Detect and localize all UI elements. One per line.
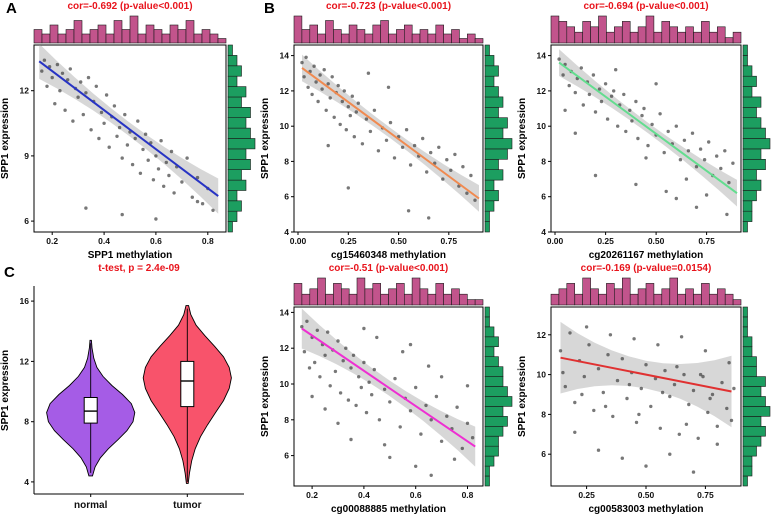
panel-b1-cg15460348-scatter: cor=-0.723 (p-value<0.001) SPP1 expressi…	[260, 0, 515, 262]
svg-text:10: 10	[280, 379, 290, 389]
svg-text:12: 12	[280, 343, 290, 353]
panel-b4-correlation-title: cor=-0.169 (p-value=0.0154)	[580, 263, 712, 274]
panel-a-scatter-plot: 0.2 0.4 0.6 0.8 6 9 12	[20, 15, 256, 246]
svg-text:6: 6	[24, 216, 29, 226]
svg-text:6: 6	[284, 451, 289, 461]
svg-text:0.25: 0.25	[597, 236, 614, 246]
svg-text:6: 6	[541, 192, 546, 202]
svg-text:12: 12	[537, 330, 547, 340]
svg-text:0.6: 0.6	[150, 236, 162, 246]
svg-text:4: 4	[284, 227, 289, 237]
svg-text:0.50: 0.50	[638, 490, 655, 500]
svg-text:0.2: 0.2	[46, 236, 58, 246]
svg-text:0.25: 0.25	[578, 490, 595, 500]
panel-c-violin-plot: 4 8 12 16 normal tumor	[20, 286, 244, 511]
svg-text:0.75: 0.75	[698, 236, 715, 246]
svg-text:0.75: 0.75	[697, 490, 714, 500]
panel-a-x-axis-label: SPP1 methylation	[87, 250, 173, 261]
svg-text:0.50: 0.50	[390, 236, 407, 246]
svg-text:14: 14	[537, 51, 547, 61]
svg-text:12: 12	[280, 86, 290, 96]
svg-text:12: 12	[20, 356, 30, 366]
svg-text:0.8: 0.8	[202, 236, 214, 246]
panel-letter-b: B	[264, 0, 275, 17]
panel-a-correlation-title: cor=-0.692 (p-value<0.001)	[67, 1, 193, 12]
svg-text:0.50: 0.50	[648, 236, 665, 246]
svg-text:0.75: 0.75	[441, 236, 458, 246]
svg-text:12: 12	[537, 86, 547, 96]
panel-b2-correlation-title: cor=-0.694 (p-value<0.001)	[583, 1, 709, 12]
svg-text:4: 4	[24, 477, 29, 487]
svg-text:normal: normal	[74, 500, 108, 511]
svg-text:8: 8	[24, 417, 29, 427]
panel-b3-scatter-plot: 0.2 0.4 0.6 0.8 6 8 10 12 14	[280, 277, 513, 500]
svg-text:0.4: 0.4	[358, 490, 370, 500]
panel-c-ttest-title: t-test, p = 2.4e-09	[98, 263, 180, 274]
panel-b3-cg00088885-scatter: cor=-0.51 (p-value<0.001) SPP1 expressio…	[260, 262, 515, 516]
panel-a-spp1-methylation-scatter: cor=-0.692 (p-value<0.001) SPP1 expressi…	[0, 0, 258, 262]
panel-c-violin: t-test, p = 2.4e-09 SPP1 expression 4 8 12…	[0, 262, 256, 516]
panel-b1-scatter-plot: 0.00 0.25 0.50 0.75 4 6 8 10 12 14	[280, 15, 513, 246]
panel-b4-x-axis-label: cg00583003 methylation	[588, 504, 704, 515]
svg-text:8: 8	[284, 156, 289, 166]
svg-text:10: 10	[537, 121, 547, 131]
panel-b2-x-axis-label: cg20261167 methylation	[588, 250, 704, 261]
svg-text:0.4: 0.4	[98, 236, 110, 246]
panel-b4-scatter-plot: 0.25 0.50 0.75 6 8 10 12	[537, 277, 771, 500]
svg-text:14: 14	[280, 51, 290, 61]
svg-text:16: 16	[20, 296, 30, 306]
svg-text:10: 10	[537, 370, 547, 380]
svg-text:8: 8	[284, 415, 289, 425]
svg-text:0.00: 0.00	[290, 236, 307, 246]
svg-text:12: 12	[20, 86, 30, 96]
panel-letter-a: A	[6, 0, 17, 17]
svg-text:0.2: 0.2	[306, 490, 318, 500]
svg-text:4: 4	[541, 227, 546, 237]
svg-text:8: 8	[541, 156, 546, 166]
panel-b2-cg20261167-scatter: cor=-0.694 (p-value<0.001) SPP1 expressi…	[517, 0, 773, 262]
svg-text:0.25: 0.25	[340, 236, 357, 246]
svg-text:8: 8	[541, 409, 546, 419]
svg-text:6: 6	[541, 449, 546, 459]
panel-b1-x-axis-label: cg15460348 methylation	[330, 250, 447, 261]
panel-b3-x-axis-label: cg00088885 methylation	[330, 504, 447, 515]
panel-b2-scatter-plot: 0.00 0.25 0.50 0.75 4 6 8 10 12 14	[537, 15, 771, 246]
svg-text:0.00: 0.00	[547, 236, 564, 246]
svg-text:6: 6	[284, 192, 289, 202]
svg-text:0.6: 0.6	[410, 490, 422, 500]
svg-text:14: 14	[280, 307, 290, 317]
svg-text:0.8: 0.8	[462, 490, 474, 500]
svg-text:tumor: tumor	[173, 500, 201, 511]
svg-text:10: 10	[280, 121, 290, 131]
panel-b4-cg00583003-scatter: cor=-0.169 (p-value=0.0154) SPP1 express…	[517, 262, 773, 516]
panel-b3-correlation-title: cor=-0.51 (p-value<0.001)	[328, 263, 449, 274]
panel-b1-correlation-title: cor=-0.723 (p-value<0.001)	[325, 1, 452, 12]
svg-text:9: 9	[24, 151, 29, 161]
panel-letter-c: C	[4, 264, 15, 281]
